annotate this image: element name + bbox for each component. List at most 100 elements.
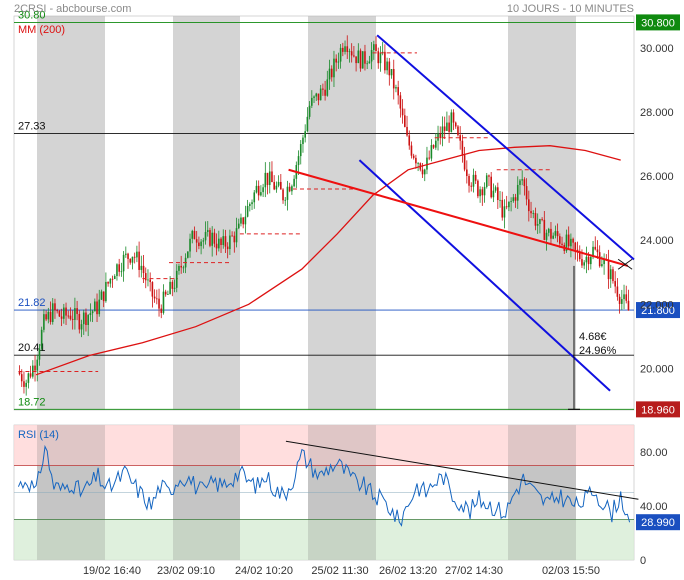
candle-body xyxy=(322,88,324,90)
session-band xyxy=(173,16,240,410)
candle-body xyxy=(271,171,273,183)
candle-body xyxy=(364,51,366,64)
candle-body xyxy=(350,51,353,56)
candle-body xyxy=(339,47,342,62)
candle-body xyxy=(209,230,211,246)
candle-body xyxy=(315,93,318,97)
candle-body xyxy=(609,269,612,280)
candle-body xyxy=(516,184,519,201)
candle-body xyxy=(466,169,468,176)
candle-body xyxy=(384,51,386,71)
candle-body xyxy=(567,234,570,247)
candle-body xyxy=(348,51,351,53)
candle-body xyxy=(474,174,477,181)
candle-body xyxy=(82,312,85,325)
candle-body xyxy=(80,324,83,330)
price-box-text-low: 18.960 xyxy=(641,404,675,416)
candle-body xyxy=(554,231,557,236)
candle-body xyxy=(193,230,196,240)
level-label-support: 20.41 xyxy=(18,342,46,354)
candle-body xyxy=(490,176,492,198)
session-bands xyxy=(37,16,576,560)
candle-body xyxy=(147,279,149,281)
candle-body xyxy=(404,115,406,127)
candle-body xyxy=(224,236,227,247)
y-tick-label: 30.000 xyxy=(640,43,674,55)
y-tick-label: 22.000 xyxy=(640,299,674,311)
candle-body xyxy=(85,312,87,325)
level-label-low: 18.72 xyxy=(18,396,46,408)
candle-body xyxy=(226,246,229,250)
rsi-panel: RSI (14) xyxy=(14,425,639,560)
x-tick-label: 23/02 09:10 xyxy=(157,565,215,577)
candle-body xyxy=(54,303,56,311)
candle-body xyxy=(541,219,543,220)
candle-body xyxy=(423,169,426,175)
candle-body xyxy=(49,311,52,322)
candle-body xyxy=(614,281,616,287)
candle-body xyxy=(397,87,399,96)
candle-body xyxy=(359,50,362,69)
moving-average-line xyxy=(35,145,621,376)
axes: 30.800 21.800 18.960 30.000 28.000 26.000 24.0… xyxy=(18,14,680,577)
candle-body xyxy=(337,61,340,63)
candle-body xyxy=(240,217,242,224)
ma-legend: MM (200) xyxy=(18,24,65,36)
candle-body xyxy=(441,126,444,139)
candle-body xyxy=(485,175,488,187)
candle-body xyxy=(67,315,70,317)
candle-body xyxy=(421,169,424,175)
candle-body xyxy=(76,308,78,314)
candle-body xyxy=(499,199,501,201)
candle-body xyxy=(457,126,459,136)
candle-body xyxy=(63,307,65,319)
y-tick-label: 28.000 xyxy=(640,107,674,119)
candle-body xyxy=(202,240,205,242)
y-tick-label: 24.000 xyxy=(640,235,674,247)
price-box-low xyxy=(636,401,680,418)
candle-body xyxy=(191,230,194,239)
candle-body xyxy=(299,144,302,157)
candle-body xyxy=(607,260,610,280)
candle-body xyxy=(481,189,484,196)
candle-body xyxy=(36,359,39,371)
candle-body xyxy=(446,122,448,131)
candle-body xyxy=(505,206,508,208)
candle-body xyxy=(508,201,510,208)
candle-body xyxy=(587,256,590,265)
candle-body xyxy=(131,256,134,263)
candle-body xyxy=(60,316,63,319)
candle-body xyxy=(559,236,561,244)
candle-body xyxy=(342,47,344,52)
candle-body xyxy=(333,58,335,78)
candle-body xyxy=(479,189,481,197)
candle-body xyxy=(151,282,154,297)
price-box-last xyxy=(636,302,680,319)
channel-upper-line xyxy=(376,34,635,261)
candle-body xyxy=(534,213,537,226)
x-tick-label: 24/02 10:20 xyxy=(235,565,293,577)
candle-body xyxy=(477,180,479,197)
candle-body xyxy=(282,189,284,201)
candle-body xyxy=(386,61,388,71)
candle-body xyxy=(435,140,437,148)
candle-body xyxy=(570,238,572,247)
candle-body xyxy=(324,89,326,96)
candle-body xyxy=(304,131,306,138)
candle-body xyxy=(452,112,455,123)
candle-body xyxy=(578,251,581,260)
candle-body xyxy=(408,135,411,146)
candle-body xyxy=(512,197,515,202)
candle-body xyxy=(195,239,198,243)
candle-body xyxy=(302,137,304,145)
candle-body xyxy=(127,253,129,259)
candle-body xyxy=(29,373,32,377)
candle-body xyxy=(355,56,357,64)
candle-body xyxy=(213,232,216,244)
candle-body xyxy=(583,262,585,266)
candle-body xyxy=(40,329,43,349)
candle-body xyxy=(616,286,619,297)
candle-body xyxy=(470,185,473,187)
price-box-text-last: 21.800 xyxy=(641,305,675,317)
candle-body xyxy=(432,145,435,148)
